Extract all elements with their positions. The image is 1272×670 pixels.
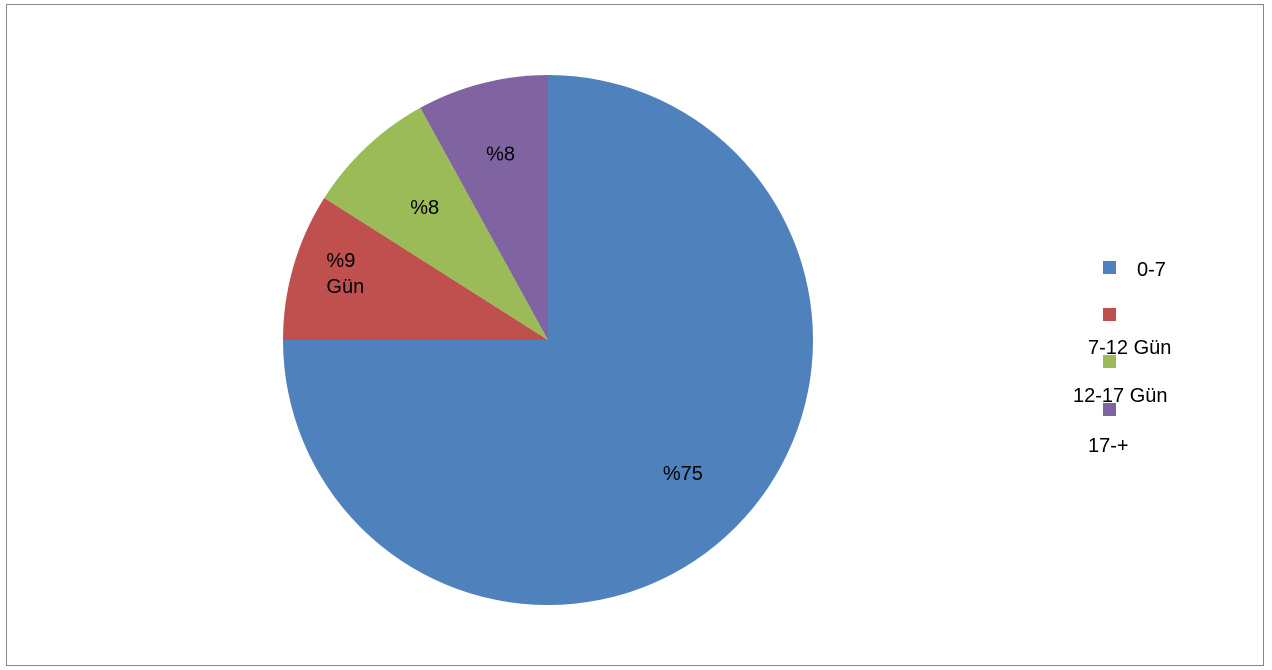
legend-swatch-1: [1103, 261, 1116, 274]
legend-label-4: 17-+: [1088, 435, 1129, 457]
legend-swatch-4: [1103, 403, 1116, 416]
slice-labels: %75 %9 Gün %8 %8: [326, 143, 703, 485]
pie-slices: [283, 75, 813, 605]
legend-label-3: 12-17 Gün: [1073, 385, 1168, 407]
pie-slice-4: [420, 75, 548, 340]
slice-label-3: %8: [410, 197, 439, 219]
legend-swatch-2: [1103, 308, 1116, 321]
legend-label-1: 0-7: [1137, 259, 1166, 281]
pie-slice-2: [283, 198, 548, 340]
pie-chart: %75 %9 Gün %8 %8 0-7 7-12 Gün 12-17 Gün 17-+: [283, 75, 1171, 605]
slice-label-2: %9 Gün: [326, 250, 364, 298]
legend-swatch-3: [1103, 355, 1116, 368]
pie-slice-3: [324, 107, 548, 340]
chart-frame: %75 %9 Gün %8 %8 0-7 7-12 Gün 12-17 Gün 17-+: [6, 4, 1264, 666]
slice-label-4: %8: [486, 143, 515, 165]
legend: 0-7 7-12 Gün 12-17 Gün 17-+: [1073, 259, 1171, 457]
legend-label-2: 7-12 Gün: [1088, 337, 1171, 359]
slice-label-1: %75: [663, 463, 703, 485]
